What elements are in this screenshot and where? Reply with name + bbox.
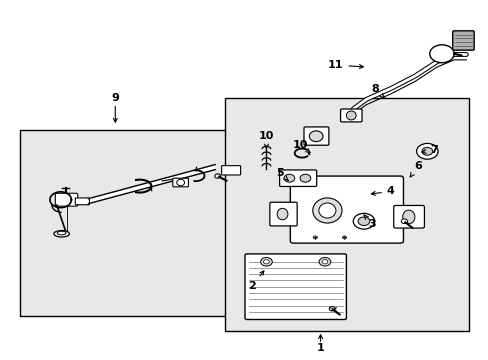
- Ellipse shape: [312, 198, 341, 223]
- Circle shape: [260, 257, 272, 266]
- Bar: [224, 98, 468, 330]
- FancyBboxPatch shape: [452, 31, 473, 50]
- Ellipse shape: [318, 203, 335, 218]
- Ellipse shape: [309, 131, 323, 141]
- Ellipse shape: [277, 208, 287, 220]
- FancyBboxPatch shape: [340, 109, 361, 122]
- Polygon shape: [88, 165, 215, 204]
- FancyBboxPatch shape: [55, 193, 78, 206]
- FancyBboxPatch shape: [75, 198, 89, 205]
- Ellipse shape: [329, 307, 334, 311]
- FancyBboxPatch shape: [304, 127, 328, 145]
- Text: 2: 2: [247, 271, 264, 291]
- Text: 10: 10: [258, 131, 274, 148]
- Circle shape: [319, 257, 330, 266]
- FancyBboxPatch shape: [269, 202, 297, 226]
- Circle shape: [357, 217, 369, 226]
- Text: 6: 6: [409, 161, 421, 177]
- Ellipse shape: [346, 111, 355, 120]
- Text: 8: 8: [370, 84, 384, 98]
- Circle shape: [300, 174, 310, 182]
- Text: 1: 1: [316, 343, 324, 353]
- Ellipse shape: [401, 219, 407, 224]
- FancyBboxPatch shape: [290, 176, 403, 243]
- Ellipse shape: [214, 174, 220, 178]
- Text: 3: 3: [363, 215, 375, 229]
- Ellipse shape: [402, 210, 414, 224]
- FancyBboxPatch shape: [221, 166, 240, 175]
- Text: 10: 10: [292, 140, 309, 153]
- Circle shape: [284, 174, 294, 182]
- Circle shape: [263, 260, 269, 264]
- Ellipse shape: [54, 230, 69, 237]
- Ellipse shape: [57, 231, 66, 235]
- Text: 4: 4: [370, 186, 394, 197]
- FancyBboxPatch shape: [393, 206, 424, 228]
- FancyBboxPatch shape: [172, 178, 188, 187]
- Text: 5: 5: [275, 168, 288, 181]
- Circle shape: [416, 143, 437, 159]
- Circle shape: [352, 213, 374, 229]
- Text: 11: 11: [327, 60, 363, 70]
- Text: 9: 9: [111, 93, 119, 103]
- Circle shape: [322, 260, 327, 264]
- Circle shape: [421, 147, 432, 155]
- FancyBboxPatch shape: [279, 170, 316, 186]
- Ellipse shape: [342, 236, 346, 239]
- FancyBboxPatch shape: [244, 254, 346, 319]
- Bar: [20, 130, 259, 316]
- Circle shape: [429, 45, 453, 63]
- Ellipse shape: [313, 236, 317, 239]
- Ellipse shape: [176, 179, 184, 186]
- Text: 7: 7: [421, 145, 437, 155]
